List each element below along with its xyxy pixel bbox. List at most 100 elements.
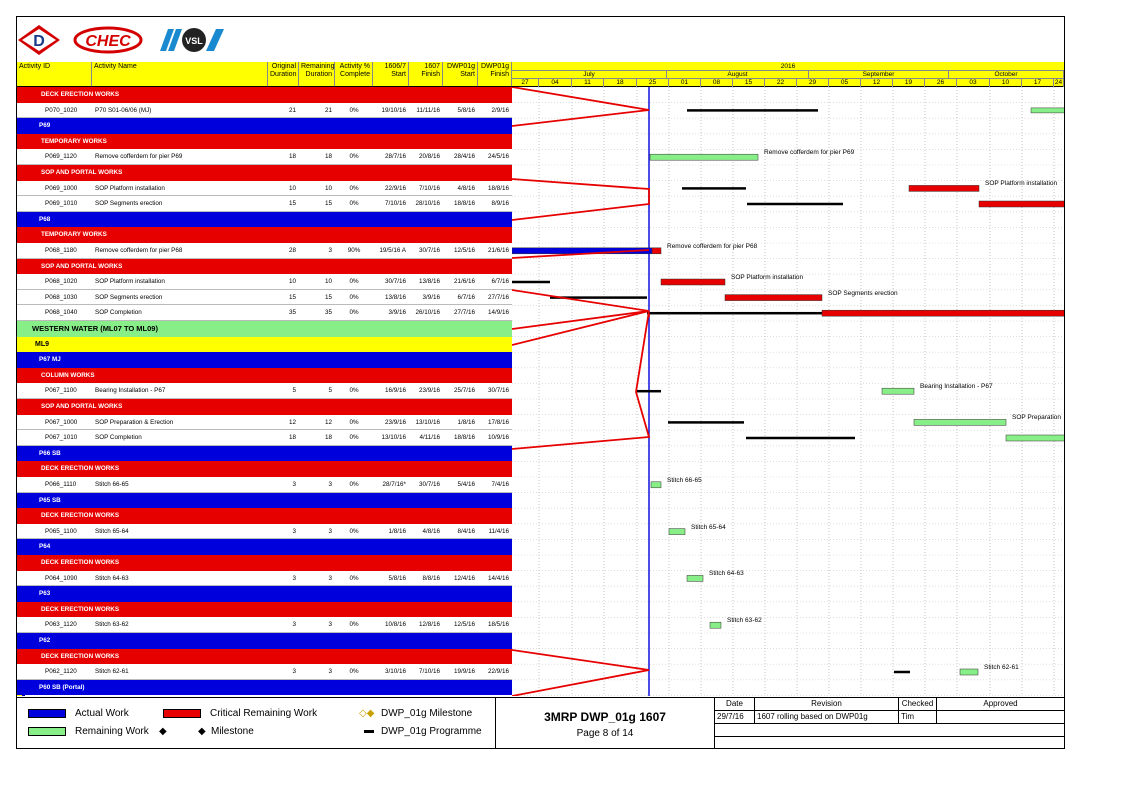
cell-od: 12 (288, 418, 296, 426)
cell-ds: 27/7/16 (453, 309, 475, 317)
table-row[interactable]: P062_1120 Stitch 62-61 3 3 0% 3/10/16 7/10/16 1… (17, 664, 512, 680)
table-row[interactable]: P063_1120 Stitch 63-62 3 3 0% 10/8/16 12/8/16 1… (17, 617, 512, 633)
group-header-row[interactable]: P60 SB (Portal) (17, 679, 512, 696)
table-row[interactable]: P066_1110 Stitch 66-65 3 3 0% 28/7/16* 30/7/16… (17, 477, 512, 493)
group-label: P60 SB (Portal) (39, 683, 85, 691)
cell-id: P069_1000 (45, 184, 78, 192)
group-header-row[interactable]: SOP AND PORTAL WORKS (17, 399, 512, 415)
rev-header-approved: Approved (937, 698, 1064, 711)
legend-remaining-label: Remaining Work (75, 726, 149, 737)
cell-pct: 0% (349, 574, 359, 582)
svg-text:D: D (33, 33, 45, 50)
gantt-bar (647, 311, 871, 315)
month-label: September (809, 71, 949, 79)
bar-label: Stitch 64-63 (709, 570, 744, 578)
cell-df: 21/6/16 (487, 247, 509, 254)
cell-df: 18/8/16 (487, 184, 509, 192)
rev-header-revision: Revision (755, 698, 899, 711)
legend-actual-label: Actual Work (75, 708, 129, 719)
group-header-row[interactable]: ML9 (17, 336, 512, 353)
cell-s: 16/9/16 (384, 387, 406, 395)
cell-df: 2/9/16 (491, 106, 509, 114)
table-row[interactable]: P067_1100 Bearing Installation - P67 5 5 0% 1… (17, 383, 512, 399)
group-header-row[interactable]: P69 (17, 118, 512, 134)
col-start: 1606/7 Start (373, 62, 409, 86)
group-header-row[interactable]: P68 (17, 211, 512, 228)
bar-label: SOP Platform installation (985, 180, 1058, 188)
table-row[interactable]: P069_1120 Remove cofferdem for pier P69 18… (17, 149, 512, 165)
group-header-row[interactable]: P62 (17, 633, 512, 649)
table-row[interactable]: P068_1020 SOP Platform installation 10 10 0%… (17, 274, 512, 290)
critical-path-line (512, 310, 651, 450)
cell-ds: 12/5/16 (453, 247, 475, 254)
group-header-row[interactable]: DECK ERECTION WORKS (17, 601, 512, 618)
cell-ds: 12/4/16 (453, 574, 475, 582)
cell-name: SOP Segments erection (95, 293, 163, 301)
cell-rd: 3 (328, 481, 332, 488)
group-header-row[interactable]: SOP AND PORTAL WORKS (17, 165, 512, 181)
cell-pct: 0% (349, 434, 359, 442)
cell-f: 23/9/16 (418, 387, 440, 395)
gantt-bar (894, 670, 910, 674)
cell-f: 4/8/16 (422, 527, 440, 535)
table-row[interactable]: P068_1180 Remove cofferdem for pier P68 28… (17, 243, 512, 259)
group-header-row[interactable]: P65 SB (17, 492, 512, 509)
group-header-row[interactable]: SOP AND PORTAL WORKS (17, 258, 512, 275)
group-header-row[interactable]: DECK ERECTION WORKS (17, 87, 512, 103)
bar-label: SOP Preparation (1012, 414, 1062, 422)
cell-ds: 18/8/16 (453, 200, 475, 208)
group-header-row[interactable]: TEMPORARY WORKS (17, 133, 512, 150)
cell-ds: 21/6/16 (453, 278, 475, 286)
cell-od: 10 (288, 278, 296, 286)
group-label: DECK ERECTION WORKS (41, 91, 120, 98)
bar-label: Stitch 63-62 (727, 617, 762, 625)
critical-path-line (512, 87, 650, 127)
cell-f: 30/7/16 (418, 481, 440, 488)
table-row[interactable]: P070_1020 P70 S01-06/06 (MJ) 21 21 0% 19/10/1… (17, 102, 512, 119)
table-row[interactable]: P069_1000 SOP Platform installation 10 10 0%… (17, 180, 512, 197)
week-label: 08 (701, 79, 733, 87)
timeline-year: 2016 (512, 62, 1064, 71)
group-header-row[interactable]: DECK ERECTION WORKS (17, 508, 512, 524)
group-header-row[interactable]: P63 (17, 586, 512, 602)
cell-od: 3 (292, 527, 296, 535)
cell-ds: 12/5/16 (453, 621, 475, 629)
table-row[interactable]: P068_1040 SOP Completion 35 35 0% 3/9/16 26/10… (17, 305, 512, 321)
week-label: 03 (957, 79, 990, 87)
group-header-row[interactable]: DECK ERECTION WORKS (17, 555, 512, 571)
group-header-row[interactable]: P64 (17, 539, 512, 555)
table-header: Activity ID Activity Name Original Durat… (17, 62, 1064, 87)
table-row[interactable]: P064_1090 Stitch 64-63 3 3 0% 5/8/16 8/8/16 12/… (17, 570, 512, 587)
critical-path-line (512, 178, 650, 221)
group-header-row[interactable]: WESTERN WATER (ML07 TO ML09) (17, 321, 512, 337)
table-row[interactable]: P067_1010 SOP Completion 18 18 0% 13/10/16 4/1… (17, 430, 512, 446)
cell-f: 4/11/16 (419, 434, 440, 442)
group-header-row[interactable]: DECK ERECTION WORKS (17, 648, 512, 665)
cell-f: 13/10/16 (415, 418, 440, 426)
table-row[interactable]: P067_1000 SOP Preparation & Erection 12 12 0… (17, 414, 512, 431)
group-header-row[interactable]: DECK ERECTION WORKS (17, 461, 512, 477)
cell-ds: 18/8/16 (453, 434, 475, 442)
legend-dwp-milestone-label: DWP_01g Milestone (381, 708, 473, 719)
week-label: 18 (604, 79, 637, 87)
gantt-bar (651, 247, 662, 255)
page-indicator: Page 8 of 14 (576, 728, 634, 739)
cell-od: 18 (288, 153, 296, 161)
diamond-icon: ◆ (159, 726, 167, 737)
cell-name: Remove cofferdem for pier P68 (95, 247, 183, 254)
table-row[interactable]: P065_1100 Stitch 65-64 3 3 0% 1/8/16 4/8/16 8/4… (17, 523, 512, 540)
cell-id: P066_1110 (45, 481, 77, 488)
cell-pct: 0% (349, 200, 359, 208)
group-header-row[interactable]: P66 SB (17, 445, 512, 462)
table-row[interactable]: P069_1010 SOP Segments erection 15 15 0% 7/10… (17, 196, 512, 212)
table-row[interactable]: P068_1030 SOP Segments erection 15 15 0% 13/8… (17, 289, 512, 306)
cell-s: 28/7/16* (382, 481, 406, 488)
group-header-row[interactable]: COLUMN WORKS (17, 367, 512, 384)
bar-label: Stitch 66-65 (667, 476, 702, 484)
rev-description: 1607 rolling based on DWP01g (755, 711, 899, 724)
group-header-row[interactable]: P67 MJ (17, 352, 512, 368)
group-header-row[interactable]: TEMPORARY WORKS (17, 227, 512, 243)
cell-ds: 6/7/16 (457, 293, 475, 301)
group-label: DECK ERECTION WORKS (41, 652, 120, 660)
week-label: 15 (733, 79, 765, 87)
